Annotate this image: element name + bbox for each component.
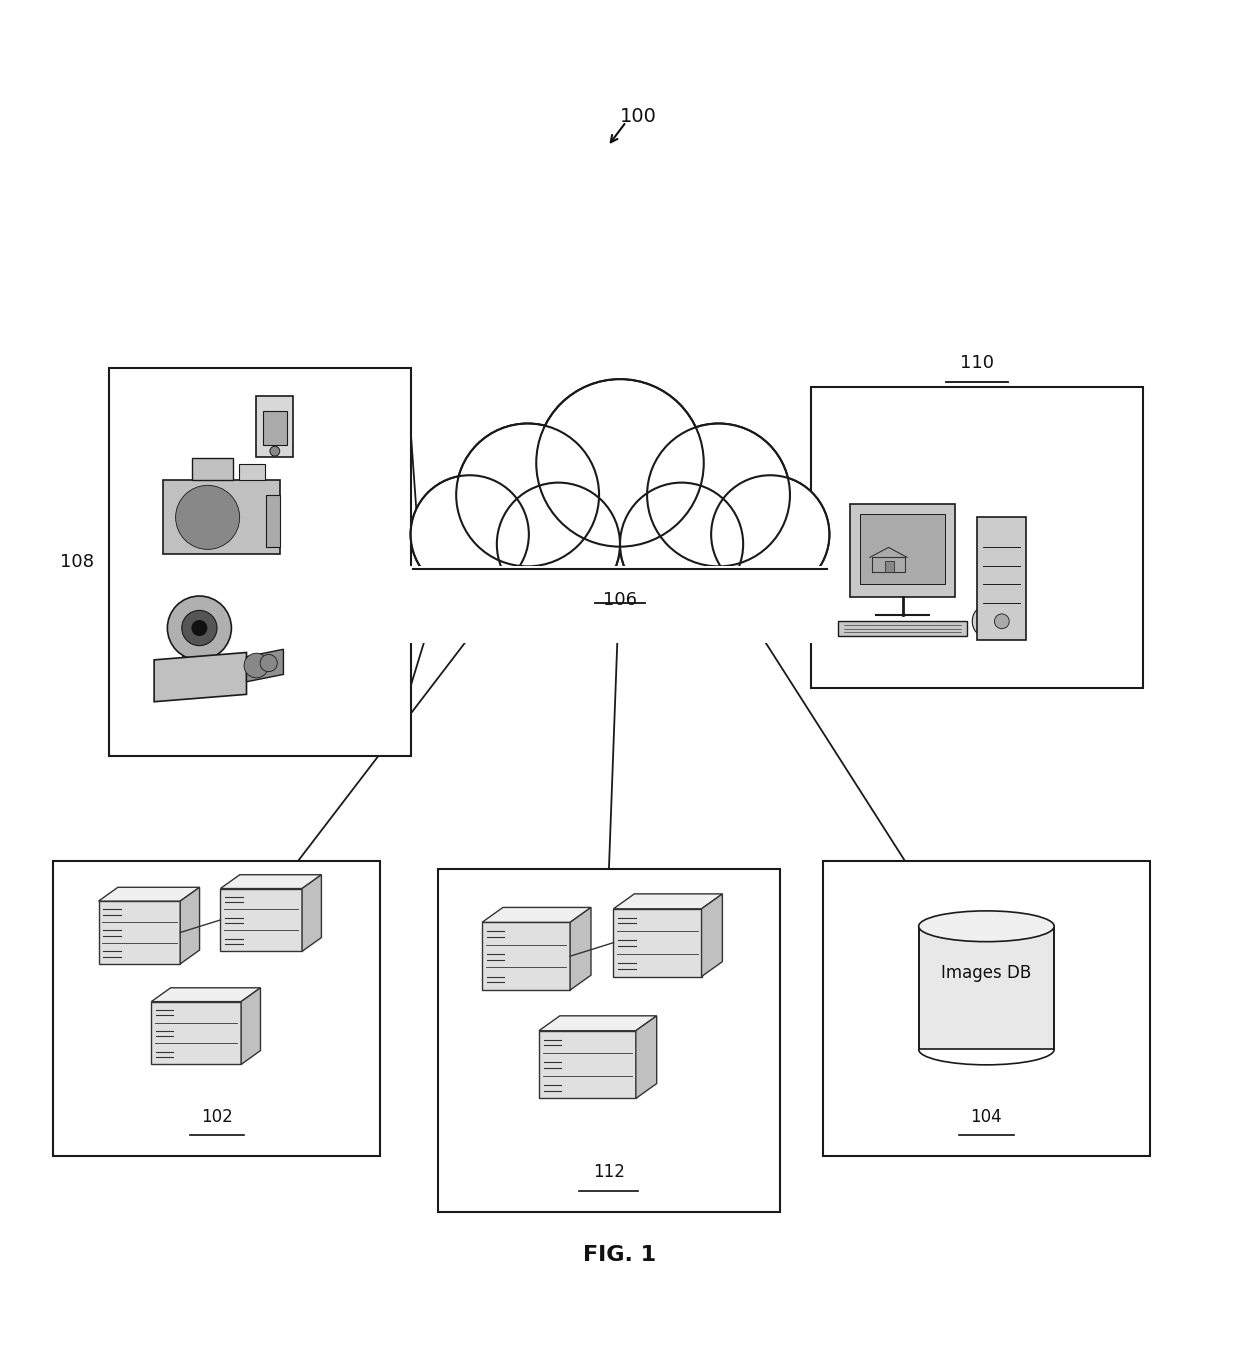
Polygon shape (221, 888, 303, 952)
Circle shape (198, 508, 216, 526)
Polygon shape (482, 907, 591, 922)
Polygon shape (614, 894, 723, 909)
Text: 108: 108 (60, 553, 94, 571)
Polygon shape (177, 679, 247, 695)
Circle shape (244, 653, 269, 677)
FancyBboxPatch shape (977, 516, 1027, 639)
Polygon shape (221, 875, 321, 888)
Polygon shape (182, 629, 207, 660)
FancyBboxPatch shape (263, 411, 288, 445)
Circle shape (497, 483, 620, 606)
Polygon shape (482, 922, 570, 990)
Circle shape (649, 425, 789, 565)
Circle shape (712, 476, 828, 592)
Text: 106: 106 (603, 591, 637, 608)
Circle shape (456, 423, 599, 566)
Text: FIG. 1: FIG. 1 (584, 1245, 656, 1264)
Circle shape (182, 610, 217, 646)
Circle shape (621, 484, 743, 604)
Bar (404, 569, 836, 618)
Text: 110: 110 (960, 354, 994, 372)
Polygon shape (303, 875, 321, 952)
Circle shape (497, 484, 619, 604)
FancyBboxPatch shape (838, 622, 967, 635)
Circle shape (412, 476, 528, 592)
FancyBboxPatch shape (164, 480, 280, 554)
Bar (404, 566, 836, 642)
FancyBboxPatch shape (267, 495, 280, 548)
Polygon shape (98, 887, 200, 900)
Polygon shape (247, 649, 284, 681)
Ellipse shape (919, 911, 1054, 942)
Polygon shape (151, 988, 260, 1002)
Polygon shape (151, 1002, 241, 1064)
Polygon shape (241, 988, 260, 1064)
Bar (919, 926, 1054, 1049)
FancyBboxPatch shape (823, 861, 1149, 1156)
Text: Images DB: Images DB (941, 964, 1032, 982)
Polygon shape (154, 653, 247, 702)
Text: 100: 100 (620, 107, 657, 126)
Circle shape (192, 502, 223, 534)
Circle shape (620, 483, 743, 606)
Circle shape (647, 423, 790, 566)
FancyBboxPatch shape (192, 458, 233, 480)
Circle shape (994, 614, 1009, 629)
Circle shape (458, 425, 598, 565)
FancyBboxPatch shape (239, 464, 265, 480)
Polygon shape (614, 909, 702, 976)
Text: 112: 112 (593, 1163, 625, 1182)
Circle shape (184, 492, 232, 542)
FancyBboxPatch shape (861, 514, 945, 584)
Circle shape (176, 485, 239, 549)
FancyBboxPatch shape (257, 396, 294, 457)
Circle shape (270, 446, 280, 456)
FancyBboxPatch shape (851, 504, 955, 596)
Polygon shape (98, 900, 180, 964)
Circle shape (712, 476, 830, 594)
FancyBboxPatch shape (811, 387, 1143, 688)
Polygon shape (539, 1015, 657, 1030)
FancyBboxPatch shape (109, 368, 410, 756)
Polygon shape (570, 907, 591, 990)
Polygon shape (636, 1015, 657, 1098)
Circle shape (191, 621, 207, 635)
Text: 104: 104 (971, 1107, 1002, 1126)
Circle shape (537, 380, 703, 545)
Circle shape (167, 596, 232, 660)
Ellipse shape (972, 608, 992, 635)
Polygon shape (539, 1030, 636, 1098)
Circle shape (260, 654, 278, 672)
Circle shape (410, 476, 528, 594)
FancyBboxPatch shape (53, 861, 379, 1156)
Polygon shape (180, 887, 200, 964)
Polygon shape (702, 894, 723, 976)
Text: 102: 102 (201, 1107, 233, 1126)
FancyBboxPatch shape (438, 869, 780, 1211)
Circle shape (536, 379, 704, 546)
FancyBboxPatch shape (884, 561, 894, 572)
